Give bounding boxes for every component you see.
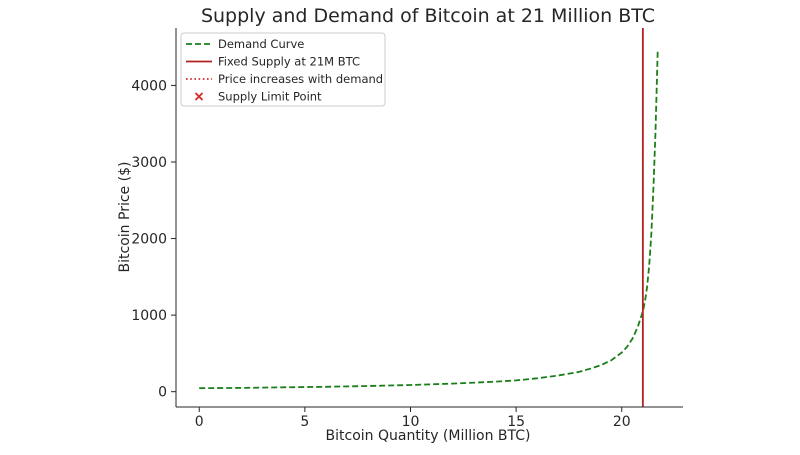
x-tick-label: 5 — [300, 414, 309, 430]
legend-label: Demand Curve — [218, 37, 304, 51]
x-marker-icon — [194, 92, 204, 101]
y-axis-label: Bitcoin Price ($) — [117, 162, 133, 273]
x-axis-label: Bitcoin Quantity (Million BTC) — [326, 428, 531, 444]
x-tick-label: 10 — [402, 414, 420, 430]
legend-label: Price increases with demand — [218, 72, 383, 86]
y-tick-label: 3000 — [131, 155, 167, 171]
legend-supply-limit-point: Supply Limit Point — [194, 90, 322, 104]
y-tick-label: 1000 — [131, 308, 167, 324]
legend-label: Supply Limit Point — [218, 90, 322, 104]
chart-title: Supply and Demand of Bitcoin at 21 Milli… — [201, 5, 655, 27]
plot-area — [199, 28, 659, 407]
legend-label: Fixed Supply at 21M BTC — [218, 55, 360, 69]
legend-price-increases: Price increases with demand — [186, 72, 383, 86]
y-tick-label: 2000 — [131, 232, 167, 248]
y-axis-ticks: 0 1000 2000 3000 4000 — [131, 78, 176, 401]
y-tick-label: 0 — [158, 385, 167, 401]
x-tick-label: 20 — [613, 414, 631, 430]
x-axis-ticks: 0 5 10 15 20 — [195, 407, 631, 430]
legend: Demand Curve Fixed Supply at 21M BTC Price… — [180, 32, 386, 107]
legend-demand-curve: Demand Curve — [186, 37, 304, 51]
x-tick-label: 15 — [507, 414, 525, 430]
y-tick-label: 4000 — [131, 78, 167, 94]
demand-curve-line — [199, 50, 659, 390]
legend-fixed-supply: Fixed Supply at 21M BTC — [186, 55, 360, 69]
x-tick-label: 0 — [195, 414, 204, 430]
legend-box — [180, 32, 386, 107]
